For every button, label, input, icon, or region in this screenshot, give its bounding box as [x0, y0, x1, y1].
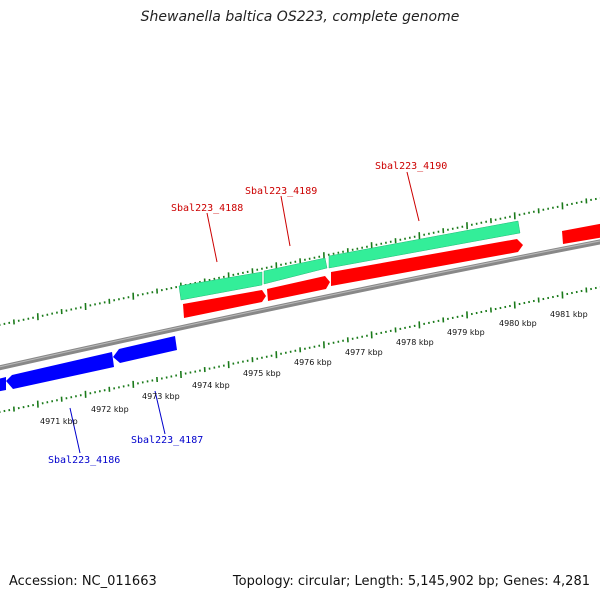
gene-4189-arrow[interactable]: [267, 276, 330, 301]
next-forward-gene-arrow[interactable]: [562, 222, 600, 244]
gene-4186-arrow[interactable]: [6, 352, 114, 389]
gene-4189-leader: [280, 195, 291, 247]
gene-4187-label: Sbal223_4187: [131, 435, 203, 446]
gene-4186-label: Sbal223_4186: [48, 455, 120, 466]
kbp-label: 4977 kbp: [345, 348, 383, 357]
prev-reverse-gene-arrow[interactable]: [0, 377, 6, 393]
forward-feature-2[interactable]: [263, 257, 328, 285]
kbp-label: 4972 kbp: [91, 405, 129, 414]
map-title: Shewanella baltica OS223, complete genom…: [140, 9, 460, 25]
gene-4190-leader: [406, 171, 420, 222]
kbp-label: 4973 kbp: [142, 392, 180, 401]
gene-4190-arrow[interactable]: [331, 239, 523, 286]
gene-4187-arrow[interactable]: [113, 336, 177, 363]
kbp-label: 4971 kbp: [40, 417, 78, 426]
forward-feature-3[interactable]: [328, 220, 521, 269]
forward-feature-1[interactable]: [178, 271, 263, 301]
genome-backbone: [0, 239, 600, 371]
accession-text: Accession: NC_011663: [9, 574, 157, 589]
kbp-label: 4980 kbp: [499, 319, 537, 328]
gene-4188-arrow[interactable]: [183, 290, 266, 318]
kbp-label: 4976 kbp: [294, 358, 332, 367]
kbp-label: 4978 kbp: [396, 338, 434, 347]
kbp-label: 4974 kbp: [192, 381, 230, 390]
gene-4188-leader: [206, 212, 218, 263]
gene-4189-label: Sbal223_4189: [245, 186, 317, 197]
kbp-label: 4979 kbp: [447, 328, 485, 337]
kbp-label: 4975 kbp: [243, 369, 281, 378]
gene-4190-label: Sbal223_4190: [375, 161, 447, 172]
kbp-label: 4981 kbp: [550, 310, 588, 319]
genome-summary-text: Topology: circular; Length: 5,145,902 bp…: [232, 574, 590, 589]
gene-4186-leader: [69, 407, 81, 454]
gene-4187-leader: [154, 390, 166, 435]
lower-tick-ruler: [0, 286, 600, 413]
genome-backbone-highlight: [0, 240, 600, 368]
gene-4188-label: Sbal223_4188: [171, 203, 243, 214]
